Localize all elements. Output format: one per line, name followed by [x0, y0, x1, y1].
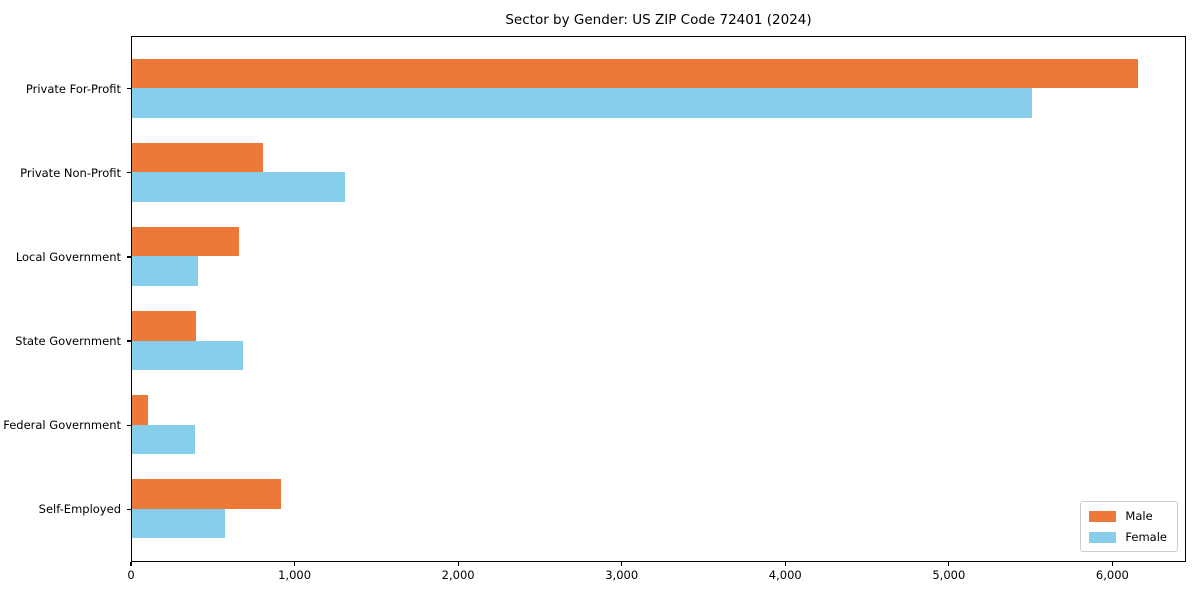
- y-label-private-for-profit: Private For-Profit: [25, 81, 121, 96]
- y-label-federal-government: Federal Government: [3, 418, 121, 433]
- y-label-self-employed: Self-Employed: [38, 502, 121, 517]
- bar-female-state-government: [132, 340, 244, 371]
- bar-male-local-government: [132, 226, 240, 257]
- legend-entry-female: Female: [1089, 530, 1167, 544]
- bar-male-private-for-profit: [132, 58, 1138, 89]
- legend-swatch-male: [1089, 510, 1117, 522]
- legend-label-male: Male: [1125, 509, 1153, 523]
- x-tick-mark: [948, 562, 950, 566]
- x-tick-label-2-000: 2,000: [441, 568, 475, 582]
- x-tick-label-0: 0: [127, 568, 135, 582]
- y-tick-mark: [127, 424, 131, 426]
- legend-label-female: Female: [1125, 530, 1167, 544]
- x-tick-label-5-000: 5,000: [932, 568, 966, 582]
- plot-area: Male Female: [131, 36, 1186, 562]
- y-label-state-government: State Government: [15, 334, 121, 349]
- bar-female-private-non-profit: [132, 172, 345, 202]
- bar-female-federal-government: [132, 424, 195, 455]
- chart-title: Sector by Gender: US ZIP Code 72401 (202…: [505, 12, 812, 28]
- bar-male-self-employed: [132, 479, 281, 509]
- x-tick-mark: [457, 562, 459, 566]
- x-tick-mark: [784, 562, 786, 566]
- y-tick-mark: [127, 340, 131, 342]
- y-tick-mark: [127, 508, 131, 510]
- bar-female-private-for-profit: [132, 88, 1032, 118]
- y-label-private-non-profit: Private Non-Profit: [20, 165, 121, 180]
- x-tick-mark: [293, 562, 296, 566]
- x-tick-mark: [1111, 562, 1113, 566]
- bar-male-state-government: [132, 311, 196, 341]
- bar-male-federal-government: [132, 395, 149, 425]
- y-tick-mark: [127, 256, 131, 258]
- bar-female-local-government: [132, 256, 199, 286]
- x-tick-mark: [621, 562, 623, 566]
- bar-female-self-employed: [132, 508, 226, 539]
- x-tick-label-6-000: 6,000: [1095, 568, 1129, 582]
- x-tick-label-1-000: 1,000: [278, 568, 312, 582]
- x-tick-label-4-000: 4,000: [768, 568, 802, 582]
- x-tick-mark: [130, 562, 132, 566]
- x-tick-label-3-000: 3,000: [605, 568, 639, 582]
- legend: Male Female: [1080, 501, 1178, 552]
- y-tick-mark: [127, 88, 131, 90]
- y-tick-mark: [127, 172, 131, 174]
- y-label-local-government: Local Government: [15, 249, 121, 264]
- legend-swatch-female: [1089, 531, 1117, 543]
- bar-male-private-non-profit: [132, 142, 263, 173]
- legend-entry-male: Male: [1089, 509, 1167, 523]
